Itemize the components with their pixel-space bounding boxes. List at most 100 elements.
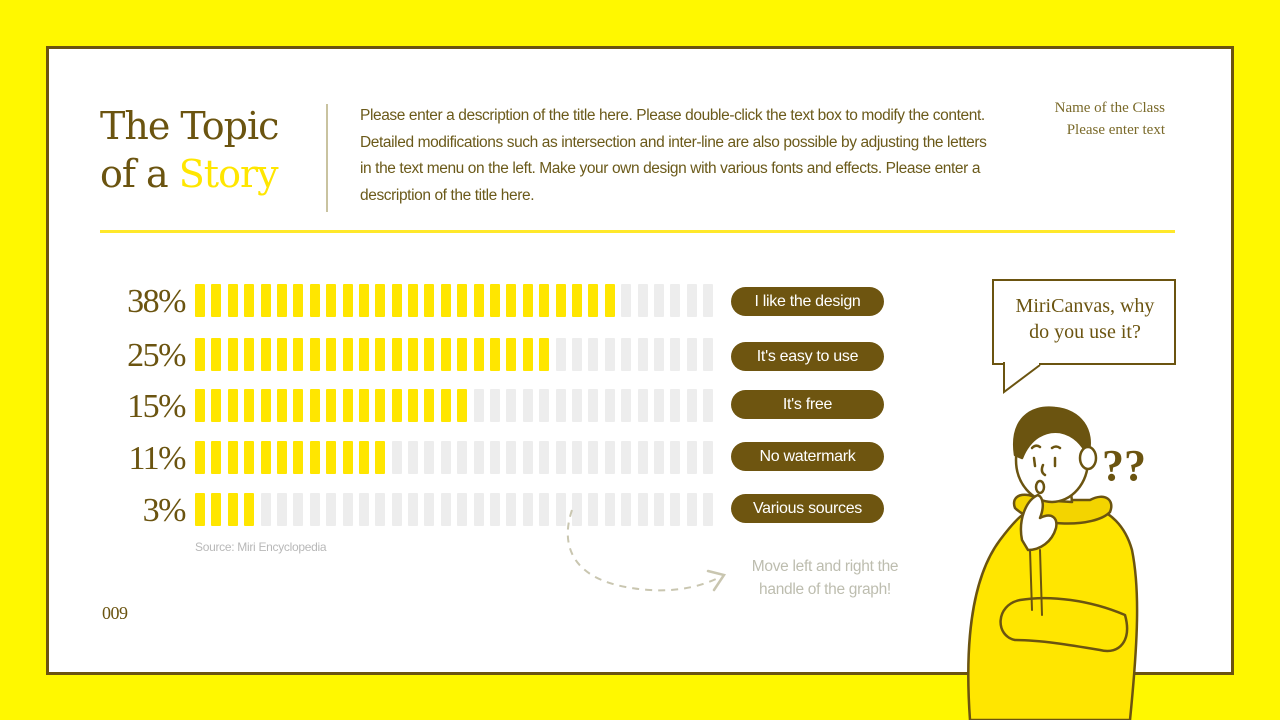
bar-segment-empty bbox=[637, 493, 648, 526]
bar-track[interactable] bbox=[195, 284, 714, 317]
bar-segment-filled bbox=[358, 284, 369, 317]
bar-segment-filled bbox=[309, 338, 320, 371]
bar-segment-empty bbox=[391, 493, 402, 526]
question-marks: ?? bbox=[1102, 441, 1146, 490]
bar-segment-empty bbox=[555, 441, 566, 474]
bar-segment-empty bbox=[703, 493, 714, 526]
bar-segment-filled bbox=[457, 284, 468, 317]
bar-segment-filled bbox=[211, 338, 222, 371]
bar-segment-filled bbox=[375, 441, 386, 474]
bar-segment-filled bbox=[260, 284, 271, 317]
bar-segment-filled bbox=[588, 284, 599, 317]
bar-segment-empty bbox=[670, 441, 681, 474]
bar-segment-filled bbox=[555, 284, 566, 317]
bar-segment-filled bbox=[391, 389, 402, 422]
bar-segment-filled bbox=[571, 284, 582, 317]
bar-segment-filled bbox=[408, 389, 419, 422]
bar-segment-filled bbox=[276, 389, 287, 422]
bar-segment-empty bbox=[588, 493, 599, 526]
bar-segment-filled bbox=[227, 389, 238, 422]
bar-track[interactable] bbox=[195, 389, 714, 422]
bar-segment-empty bbox=[653, 389, 664, 422]
bar-segment-empty bbox=[490, 493, 501, 526]
bar-segment-empty bbox=[621, 493, 632, 526]
bar-segment-filled bbox=[490, 284, 501, 317]
slide-title[interactable]: The Topic of a Story bbox=[100, 102, 279, 198]
bar-segment-filled bbox=[391, 338, 402, 371]
bar-segment-empty bbox=[293, 493, 304, 526]
bar-segment-empty bbox=[457, 493, 468, 526]
class-text: Please enter text bbox=[1066, 122, 1165, 138]
bar-segment-filled bbox=[260, 389, 271, 422]
bar-segment-filled bbox=[195, 389, 205, 422]
bar-segment-filled bbox=[227, 441, 238, 474]
description-text[interactable]: Please enter a description of the title … bbox=[360, 107, 987, 204]
bar-segment-empty bbox=[571, 441, 582, 474]
bar-segment-empty bbox=[637, 389, 648, 422]
bar-segment-empty bbox=[653, 441, 664, 474]
bar-segment-filled bbox=[227, 284, 238, 317]
bar-segment-empty bbox=[539, 389, 550, 422]
percent-label: 11% bbox=[128, 440, 186, 477]
bar-segment-empty bbox=[490, 389, 501, 422]
bar-segment-filled bbox=[195, 441, 205, 474]
bar-track[interactable] bbox=[195, 441, 714, 474]
bar-segment-filled bbox=[195, 493, 205, 526]
bar-segment-filled bbox=[244, 493, 255, 526]
class-info[interactable]: Name of the Class Please enter text bbox=[1055, 97, 1165, 141]
bar-segment-filled bbox=[342, 441, 353, 474]
bar-segment-empty bbox=[490, 441, 501, 474]
bar-segment-filled bbox=[195, 338, 205, 371]
bar-segment-filled bbox=[408, 338, 419, 371]
speech-bubble-text[interactable]: MiriCanvas, why do you use it? bbox=[1000, 293, 1170, 345]
title-highlight: Story bbox=[178, 152, 279, 196]
bar-segment-empty bbox=[670, 284, 681, 317]
bar-segment-empty bbox=[653, 284, 664, 317]
bar-segment-empty bbox=[637, 441, 648, 474]
bar-segment-empty bbox=[506, 493, 517, 526]
bar-segment-filled bbox=[522, 284, 533, 317]
bar-track[interactable] bbox=[195, 493, 714, 526]
graph-hint: Move left and right the handle of the gr… bbox=[730, 555, 920, 601]
bar-segment-empty bbox=[653, 338, 664, 371]
bar-segment-filled bbox=[309, 284, 320, 317]
bar-segment-empty bbox=[588, 338, 599, 371]
bar-segment-empty bbox=[326, 493, 337, 526]
bar-segment-empty bbox=[621, 284, 632, 317]
class-name: Name of the Class bbox=[1054, 100, 1165, 116]
bar-segment-filled bbox=[539, 338, 550, 371]
bar-segment-empty bbox=[309, 493, 320, 526]
bar-segment-filled bbox=[424, 389, 435, 422]
hint-line-1: Move left and right the bbox=[751, 558, 899, 575]
bar-segment-filled bbox=[309, 389, 320, 422]
bar-segment-filled bbox=[440, 338, 451, 371]
bar-segment-filled bbox=[244, 284, 255, 317]
bar-segment-filled bbox=[506, 284, 517, 317]
bubble-line-2: do you use it? bbox=[1029, 321, 1141, 343]
bar-track[interactable] bbox=[195, 338, 714, 371]
bar-segment-empty bbox=[506, 441, 517, 474]
bar-segment-filled bbox=[440, 284, 451, 317]
bar-segment-empty bbox=[522, 441, 533, 474]
bar-segment-filled bbox=[457, 338, 468, 371]
bar-segment-empty bbox=[604, 338, 615, 371]
page-number: 009 bbox=[102, 603, 128, 623]
percent-label: 25% bbox=[127, 337, 186, 374]
bar-segment-empty bbox=[539, 441, 550, 474]
bar-segment-filled bbox=[195, 284, 205, 317]
bar-segment-empty bbox=[604, 389, 615, 422]
category-pill: I like the design bbox=[731, 287, 884, 316]
bar-segment-empty bbox=[686, 493, 697, 526]
bar-segment-empty bbox=[637, 338, 648, 371]
bar-segment-filled bbox=[227, 493, 238, 526]
bar-segment-filled bbox=[490, 338, 501, 371]
bar-segment-filled bbox=[342, 284, 353, 317]
bar-segment-empty bbox=[653, 493, 664, 526]
category-pill: No watermark bbox=[731, 442, 884, 471]
bar-segment-filled bbox=[457, 389, 468, 422]
bar-segment-filled bbox=[424, 284, 435, 317]
bar-segment-empty bbox=[621, 389, 632, 422]
bar-segment-filled bbox=[326, 389, 337, 422]
bar-segment-filled bbox=[375, 338, 386, 371]
bar-segment-empty bbox=[703, 441, 714, 474]
